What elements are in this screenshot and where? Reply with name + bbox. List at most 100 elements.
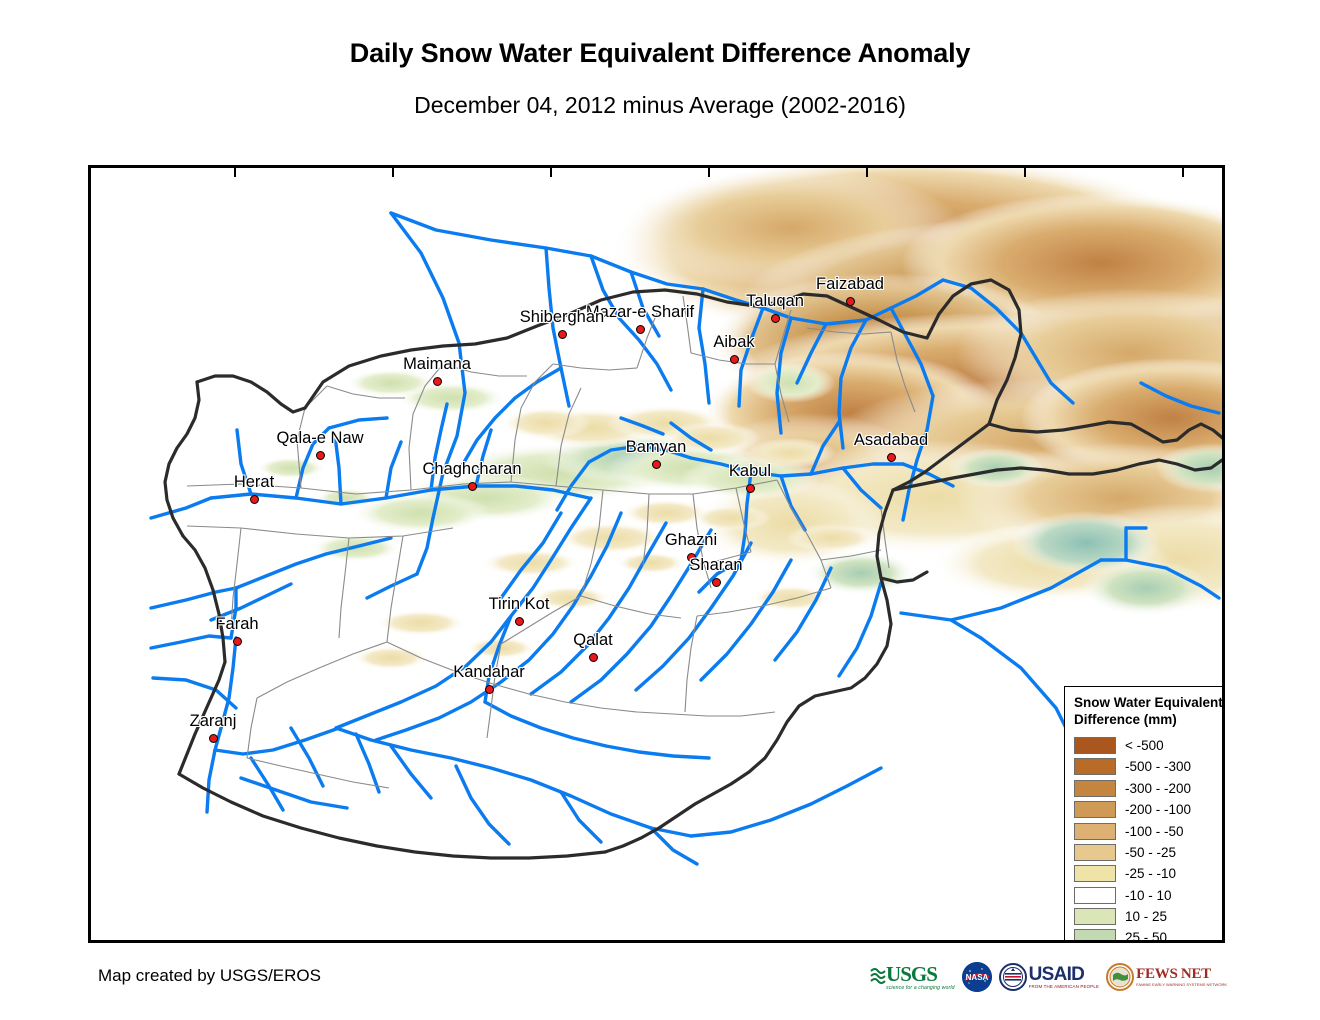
legend-entry: -10 - 10 [1074, 884, 1222, 905]
usaid-logo[interactable]: USAID FROM THE AMERICAN PEOPLE [998, 960, 1100, 994]
city-dot-icon [745, 483, 755, 493]
legend-title-line2: Difference (mm) [1074, 711, 1177, 727]
usaid-wordmark: USAID [1029, 965, 1100, 984]
city-label: Qalat [573, 631, 613, 649]
legend-entry: < -500 [1074, 735, 1222, 756]
city-dot-icon [467, 481, 477, 491]
legend-entry: 25 - 50 [1074, 927, 1222, 943]
lon-tick [550, 168, 552, 177]
city-label: Mazar-e Sharif [585, 303, 695, 321]
map-raster [91, 168, 1222, 940]
city-dot-icon [686, 552, 696, 562]
legend-label: -300 - -200 [1125, 780, 1192, 796]
legend-swatch [1074, 779, 1116, 797]
city-dot-icon [432, 376, 442, 386]
legend-label: -50 - -25 [1125, 844, 1177, 860]
lat-tick [88, 523, 91, 525]
legend-swatch [1074, 736, 1116, 754]
city-label: Faizabad [816, 275, 884, 293]
legend-entry: -300 - -200 [1074, 778, 1222, 799]
legend-title-line1: Snow Water Equivalent [1074, 695, 1223, 710]
anomaly-raster-northeast [611, 168, 1222, 616]
usaid-seal-icon [998, 963, 1027, 991]
legend-label: 25 - 50 [1125, 930, 1168, 943]
legend-swatch [1074, 886, 1116, 904]
nasa-meatball-icon: NASA [961, 962, 992, 992]
city-dot-icon [249, 494, 259, 504]
city-label: Bamyan [625, 438, 687, 456]
nasa-wordmark: NASA [965, 973, 988, 982]
city-dot-icon [845, 296, 855, 306]
legend-swatch [1074, 865, 1116, 883]
legend-label: -500 - -300 [1125, 759, 1192, 775]
city-label: Aibak [713, 333, 755, 351]
city-label: Chaghcharan [422, 460, 522, 478]
city-dot-icon [635, 324, 645, 334]
usaid-tagline: FROM THE AMERICAN PEOPLE [1028, 984, 1100, 989]
fews-net-logo[interactable]: FEWS NET FAMINE EARLY WARNING SYSTEMS NE… [1106, 960, 1227, 994]
city-dot-icon [232, 636, 242, 646]
city-label: Herat [233, 473, 275, 491]
usaid-text: USAID [1028, 964, 1085, 985]
city-dot-icon [208, 733, 218, 743]
map-legend[interactable]: Snow Water Equivalent Difference (mm) < … [1064, 686, 1223, 943]
city-label: Zaranj [189, 712, 237, 730]
lat-tick [88, 665, 91, 667]
legend-label: -10 - 10 [1125, 887, 1172, 903]
city-dot-icon [315, 450, 325, 460]
city-label: Kandahar [453, 663, 525, 681]
legend-label: < -500 [1125, 737, 1164, 753]
legend-swatch [1074, 843, 1116, 861]
city-dot-icon [729, 354, 739, 364]
usgs-tagline: science for a changing world [886, 984, 955, 991]
legend-entries: < -500 -500 - -300 -300 - -200 -200 - -100 -… [1074, 735, 1222, 943]
city-label: Shiberghan [519, 308, 605, 326]
city-label: Ghazni [664, 531, 718, 549]
country-border [163, 278, 1222, 860]
city-label: Tirin Kot [488, 595, 550, 613]
usgs-wordmark: USGS [886, 961, 938, 986]
city-label: Farah [215, 615, 259, 633]
legend-swatch [1074, 758, 1116, 776]
lon-tick [1182, 168, 1184, 177]
city-dot-icon [711, 577, 721, 587]
legend-entry: -100 - -50 [1074, 820, 1222, 841]
lat-tick [88, 239, 91, 241]
page-subtitle: December 04, 2012 minus Average (2002-20… [414, 92, 906, 118]
lon-tick [392, 168, 394, 177]
legend-label: 10 - 25 [1125, 909, 1168, 925]
fews-globe-icon [1106, 963, 1135, 991]
legend-entry: -25 - -10 [1074, 863, 1222, 884]
agency-logos: USGS science for a changing world NASA [870, 958, 1227, 996]
usgs-wave-icon [870, 968, 886, 984]
map-frame[interactable]: 62°E 64°E 66°E 68°E 70°E 72°E 74°E 38°N … [88, 165, 1225, 943]
legend-entry: -50 - -25 [1074, 842, 1222, 863]
nasa-logo[interactable]: NASA [961, 960, 992, 994]
city-label: Qala-e Naw [276, 429, 364, 447]
usgs-logo[interactable]: USGS science for a changing world [870, 960, 955, 994]
city-label: Maimana [403, 355, 471, 373]
legend-label: -200 - -100 [1125, 802, 1192, 818]
fews-wordmark: FEWS NET [1136, 966, 1211, 982]
city-dot-icon [770, 313, 780, 323]
lon-tick [866, 168, 868, 177]
lat-tick [88, 381, 91, 383]
city-dot-icon [588, 652, 598, 662]
legend-swatch [1074, 929, 1116, 940]
fews-tagline: FAMINE EARLY WARNING SYSTEMS NETWORK [1136, 982, 1227, 987]
legend-label: -100 - -50 [1125, 823, 1184, 839]
province-boundaries [186, 295, 916, 789]
lon-tick [234, 168, 236, 177]
legend-entry: -200 - -100 [1074, 799, 1222, 820]
page-title: Daily Snow Water Equivalent Difference A… [349, 38, 971, 68]
city-label: Asadabad [853, 431, 929, 449]
legend-title: Snow Water Equivalent Difference (mm) [1074, 695, 1223, 729]
legend-swatch [1074, 822, 1116, 840]
lat-tick [88, 807, 91, 809]
city-label: Sharan [689, 556, 743, 574]
city-dot-icon [514, 616, 524, 626]
map-credit: Map created by USGS/EROS [98, 966, 321, 985]
city-dot-icon [557, 329, 567, 339]
city-label: Kabul [728, 462, 772, 480]
city-dot-icon [651, 459, 661, 469]
